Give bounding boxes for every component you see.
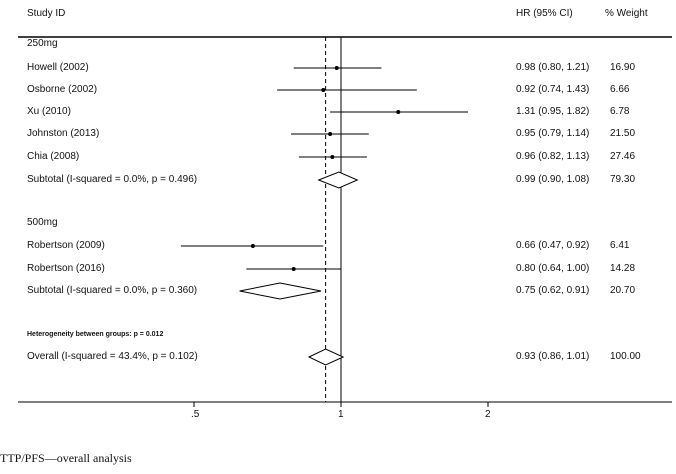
- figure-caption: TTP/PFS—overall analysis: [0, 451, 132, 465]
- hr-value: 0.95 (0.79, 1.14): [516, 128, 590, 139]
- hr-value: 0.66 (0.47, 0.92): [516, 240, 590, 251]
- weight-value: 16.90: [610, 62, 636, 73]
- x-tick-label: 1: [338, 409, 344, 420]
- point-estimate: [250, 244, 255, 248]
- weight-value: 6.66: [610, 84, 630, 95]
- group-label: 500mg: [27, 217, 58, 228]
- pooled-diamond: [317, 171, 359, 189]
- point-estimate: [396, 110, 401, 114]
- hr-value: 0.96 (0.82, 1.13): [516, 151, 590, 162]
- weight-value: 6.41: [610, 240, 630, 251]
- weight-value: 20.70: [610, 285, 636, 296]
- point-estimate: [321, 88, 326, 92]
- group-label: 250mg: [27, 38, 58, 49]
- hr-value: 0.98 (0.80, 1.21): [516, 62, 590, 73]
- study-label: Johnston (2013): [27, 128, 100, 139]
- weight-value: 79.30: [610, 174, 636, 185]
- weight-value: 100.00: [610, 351, 641, 362]
- header-study-id: Study ID: [27, 8, 66, 19]
- study-label: Robertson (2016): [27, 263, 105, 274]
- study-label: Xu (2010): [27, 106, 71, 117]
- x-tick-label: .5: [191, 409, 200, 420]
- hr-value: 0.92 (0.74, 1.43): [516, 84, 590, 95]
- pooled-diamond: [307, 348, 345, 366]
- pooled-diamond: [239, 282, 322, 300]
- point-estimate: [330, 155, 335, 159]
- point-estimate: [328, 132, 333, 136]
- weight-value: 6.78: [610, 106, 630, 117]
- study-label: Howell (2002): [27, 62, 89, 73]
- point-estimate: [334, 66, 339, 70]
- subtotal-label: Overall (I-squared = 43.4%, p = 0.102): [27, 351, 198, 362]
- hr-value: 0.93 (0.86, 1.01): [516, 351, 590, 362]
- hr-value: 0.99 (0.90, 1.08): [516, 174, 590, 185]
- weight-value: 14.28: [610, 263, 636, 274]
- weight-value: 21.50: [610, 128, 636, 139]
- hr-value: 0.75 (0.62, 0.91): [516, 285, 590, 296]
- x-tick-label: 2: [485, 409, 491, 420]
- header-weight: % Weight: [605, 8, 648, 19]
- subtotal-label: Subtotal (I-squared = 0.0%, p = 0.496): [27, 174, 198, 185]
- heterogeneity-note: Heterogeneity between groups: p = 0.012: [27, 331, 164, 338]
- study-label: Robertson (2009): [27, 240, 105, 251]
- hr-value: 0.80 (0.64, 1.00): [516, 263, 590, 274]
- weight-value: 27.46: [610, 151, 636, 162]
- study-label: Osborne (2002): [27, 84, 98, 95]
- study-label: Chia (2008): [27, 151, 80, 162]
- header-hr: HR (95% CI): [516, 8, 573, 19]
- hr-value: 1.31 (0.95, 1.82): [516, 106, 590, 117]
- point-estimate: [291, 267, 296, 271]
- subtotal-label: Subtotal (I-squared = 0.0%, p = 0.360): [27, 285, 198, 296]
